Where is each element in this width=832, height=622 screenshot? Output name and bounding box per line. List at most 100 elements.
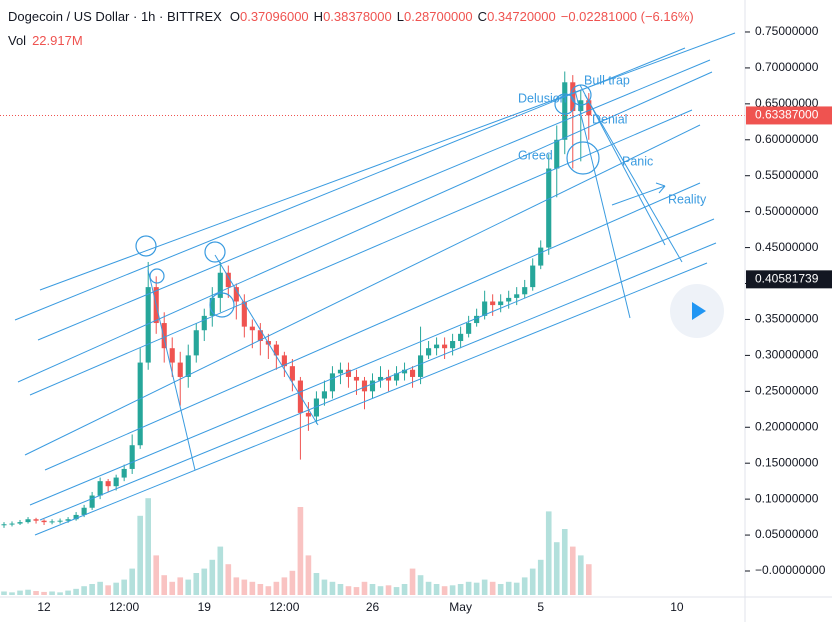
y-tick-label: 0.60000000	[755, 132, 819, 146]
volume-bar	[241, 579, 248, 595]
drawings: Delusion Bull trap Denial Greed Panic Re…	[14, 32, 736, 536]
candle-body	[121, 468, 127, 478]
candle-body	[546, 168, 552, 248]
volume-bar	[297, 507, 304, 595]
candle-body	[137, 362, 143, 446]
annotation: Delusion	[518, 91, 567, 105]
channel-line	[29, 109, 693, 396]
crosshair-price-tag	[746, 270, 832, 289]
candle-body	[313, 398, 319, 417]
volume-bar	[433, 584, 440, 595]
volume-bar	[57, 592, 63, 595]
x-tick-label: 12	[37, 600, 51, 614]
candle-body	[321, 391, 327, 399]
volume-bar	[289, 570, 296, 595]
volume-bar	[81, 586, 87, 595]
volume-bar	[201, 568, 208, 595]
ohlc-value: 0.28700000	[404, 9, 473, 24]
candle-body	[217, 272, 223, 298]
volume-bar	[361, 581, 368, 595]
candle-body	[466, 323, 472, 334]
annotation: Greed	[518, 148, 553, 162]
candle-body	[249, 326, 255, 331]
candle-body	[185, 355, 191, 377]
volume-bar	[577, 555, 584, 595]
volume-bar	[129, 568, 135, 595]
volume-bar	[497, 584, 504, 595]
candle-body	[474, 315, 480, 324]
candle-body	[426, 348, 432, 356]
candle-body	[241, 301, 247, 327]
candle-body	[514, 294, 520, 298]
volume-bar	[257, 584, 264, 595]
candle-body	[169, 348, 175, 363]
last-price-label: 0.63387000	[755, 108, 819, 122]
candle-body	[442, 344, 448, 349]
candle-body	[89, 495, 95, 508]
candle-body	[305, 412, 311, 417]
candle-body	[506, 297, 512, 302]
ohlc-key: H	[314, 9, 323, 24]
volume-bar	[209, 559, 216, 595]
channel-line	[37, 59, 711, 341]
volume-bar	[65, 590, 71, 595]
ohlc-key: C	[478, 9, 487, 24]
y-tick-label: 0.30000000	[755, 348, 819, 362]
volume-bar	[105, 585, 111, 595]
candle-body	[522, 287, 528, 295]
circle-marker	[135, 235, 157, 257]
volume-bar	[345, 586, 352, 595]
circle-marker	[149, 268, 165, 284]
volume-bar	[585, 564, 592, 595]
volume-bar	[41, 591, 47, 595]
volume-bar	[553, 542, 560, 595]
header-legend: Dogecoin / US Dollar · 1h · BITTREX O0.37…	[8, 9, 694, 24]
channel-line	[34, 262, 708, 536]
volume-bar	[25, 589, 31, 595]
candle-body	[337, 369, 344, 374]
volume-bar	[449, 585, 456, 595]
candle-body	[201, 315, 207, 331]
candle-body	[289, 366, 295, 381]
y-tick-label: 0.10000000	[755, 491, 819, 505]
volume-bar	[569, 546, 576, 595]
volume-bar	[505, 581, 512, 595]
candle-body	[177, 362, 183, 377]
volume-bar	[217, 546, 224, 595]
candle-body	[257, 330, 263, 342]
trend-line	[574, 89, 631, 319]
change: −0.02281000 (−6.16%)	[561, 9, 694, 24]
candle-body	[578, 100, 584, 112]
volume-bar	[545, 511, 552, 595]
last-price-tag	[746, 106, 832, 125]
candle-body	[129, 445, 135, 469]
candle-body	[450, 341, 456, 349]
candle-body	[418, 355, 424, 377]
volume-bar	[1, 591, 7, 595]
candle-body	[233, 287, 239, 302]
volume-bar	[49, 591, 55, 595]
volume-bar	[305, 555, 312, 595]
y-tick-label: 0.70000000	[755, 60, 819, 74]
circle-marker	[209, 292, 235, 318]
x-tick-label: 5	[537, 600, 544, 614]
volume-bar	[33, 591, 39, 595]
candle-body	[393, 373, 400, 381]
trend-line	[147, 269, 196, 471]
volume-bar	[153, 555, 160, 595]
candle-body	[538, 247, 544, 266]
candle-body	[9, 523, 15, 525]
play-icon[interactable]	[692, 302, 706, 320]
volume-bar	[313, 573, 320, 595]
channel-line	[39, 242, 717, 521]
volume-bar	[529, 568, 536, 595]
volume-bar	[169, 581, 176, 595]
ohlc-value: 0.37096000	[240, 9, 309, 24]
candle-body	[498, 301, 504, 306]
candle-body	[361, 380, 368, 392]
volume-bar	[417, 575, 424, 595]
channel-line	[44, 182, 701, 471]
volume-bar	[137, 515, 143, 595]
volume-bar	[473, 582, 480, 595]
volume-bar	[425, 581, 432, 595]
